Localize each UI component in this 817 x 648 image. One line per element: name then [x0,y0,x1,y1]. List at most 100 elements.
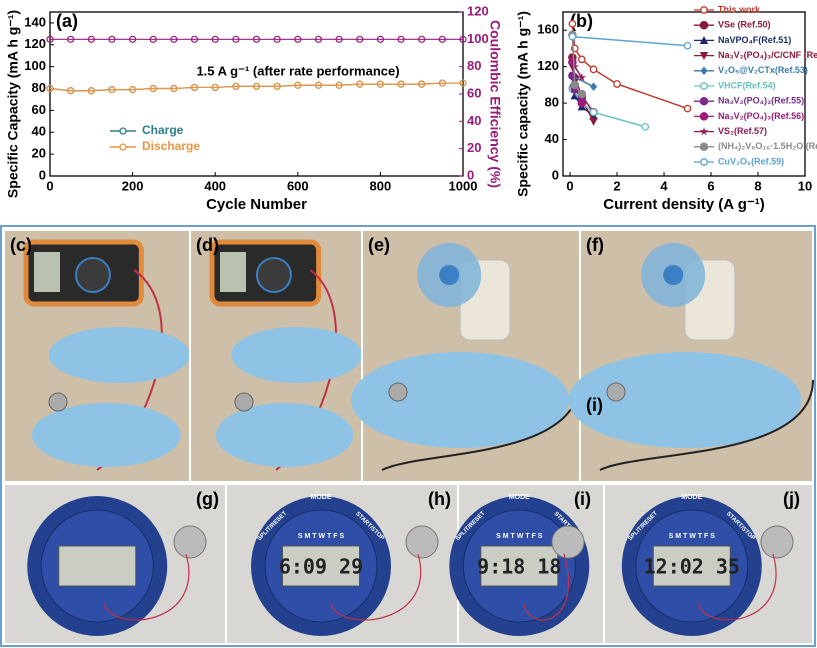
panel-label: (i) [574,489,591,509]
y-axis-label: Specific capacity (mA h g⁻¹) [515,11,531,197]
data-point [108,86,116,94]
data-point [211,83,219,92]
data-point [356,35,364,43]
legend-marker [700,158,708,166]
data-point [397,35,405,43]
legend-marker [699,96,709,106]
legend-label: Na₃V₂(PO₄)₃/C/CNF (Ref.52) [718,50,817,60]
series-line [49,82,463,92]
data-point [211,35,219,43]
y2-tick-label: 100 [467,31,489,46]
legend-label: Na₃V₂(PO₄)₃(Ref.56) [718,111,804,121]
legend-marker [699,112,709,121]
meter-screen [220,252,246,292]
data-point [438,35,446,43]
stopwatch-time: 9:18 18 [477,555,561,579]
data-point [190,35,199,43]
glove [48,327,190,383]
cable [103,553,190,621]
legend-marker [699,142,709,152]
data-point [149,84,157,93]
y2-tick-label: 0 [467,167,474,182]
data-point [67,87,75,95]
y-tick-label: 80 [545,95,559,110]
panel-label: (e) [368,235,390,255]
stopwatch-display [480,545,559,587]
x-tick-label: 1000 [449,178,478,193]
data-point [149,35,157,43]
data-point [129,35,137,43]
data-point [568,19,577,28]
y-tick-label: 160 [537,22,559,37]
data-point [108,35,116,43]
legend-marker [699,36,709,44]
series-line [572,35,688,47]
glove [351,352,570,448]
glove [215,403,354,467]
data-point [613,80,621,88]
data-point [418,35,426,43]
x-tick-label: 10 [798,178,812,193]
series-line [571,89,646,128]
data-point [314,35,323,43]
x-tick-label: 0 [46,178,53,193]
data-point [129,86,137,94]
x-tick-label: 2 [613,178,620,193]
data-point [683,104,692,113]
data-point [87,87,95,95]
coin-cell [606,382,626,402]
display-text: MODE [509,494,530,501]
data-point [577,73,587,82]
data-point [335,35,343,43]
legend-label: VHCF(Ref.54) [718,80,776,90]
data-point [570,62,580,71]
y-tick-label: 0 [39,167,46,182]
glove [31,403,181,467]
legend-label: NaVPO₄F(Ref.51) [718,35,791,45]
legend-marker [700,6,708,14]
data-point [170,84,178,93]
x-tick-label: 0 [566,178,573,193]
data-point [459,79,467,87]
cable [599,379,814,471]
meter-dial [255,257,292,293]
y-tick-label: 40 [32,124,46,139]
coin-cell [173,525,207,559]
data-point [568,32,577,41]
x-tick-label: 4 [660,178,668,193]
y2-tick-label: 60 [467,85,481,100]
cable [523,553,570,621]
coin-cell [48,392,68,412]
data-point [577,55,586,64]
legend-label: V₂O₅@V₂CTx(Ref.53) [718,65,808,75]
legend-marker [699,20,709,30]
data-point [589,82,598,91]
x-axis-label: Cycle Number [206,196,307,213]
cable [697,553,777,621]
data-point [570,80,579,90]
data-point [589,108,598,117]
data-point [67,35,75,43]
x-tick-label: 600 [287,178,309,193]
stopwatch-time: 12:02 35 [644,555,740,579]
data-point [252,82,261,90]
data-point [570,91,579,100]
data-point [459,35,467,43]
legend-marker [700,82,708,90]
series-line [571,23,688,110]
x-axis-label: Current density (A g⁻¹) [603,196,765,213]
plot-frame [562,11,806,177]
y-tick-label: 120 [537,58,559,73]
legend-marker [700,66,708,75]
glove [568,352,802,448]
panel-label: (j) [783,489,800,509]
panel-label: (a) [56,11,78,31]
panel-label: (d) [196,235,219,255]
x-tick-label: 6 [707,178,714,193]
legend-label: Na₃V₂(PO₄)₃(Ref.55) [718,96,804,106]
legend-label: Charge [142,123,184,137]
data-point [314,81,323,89]
coin-cell [388,382,408,402]
